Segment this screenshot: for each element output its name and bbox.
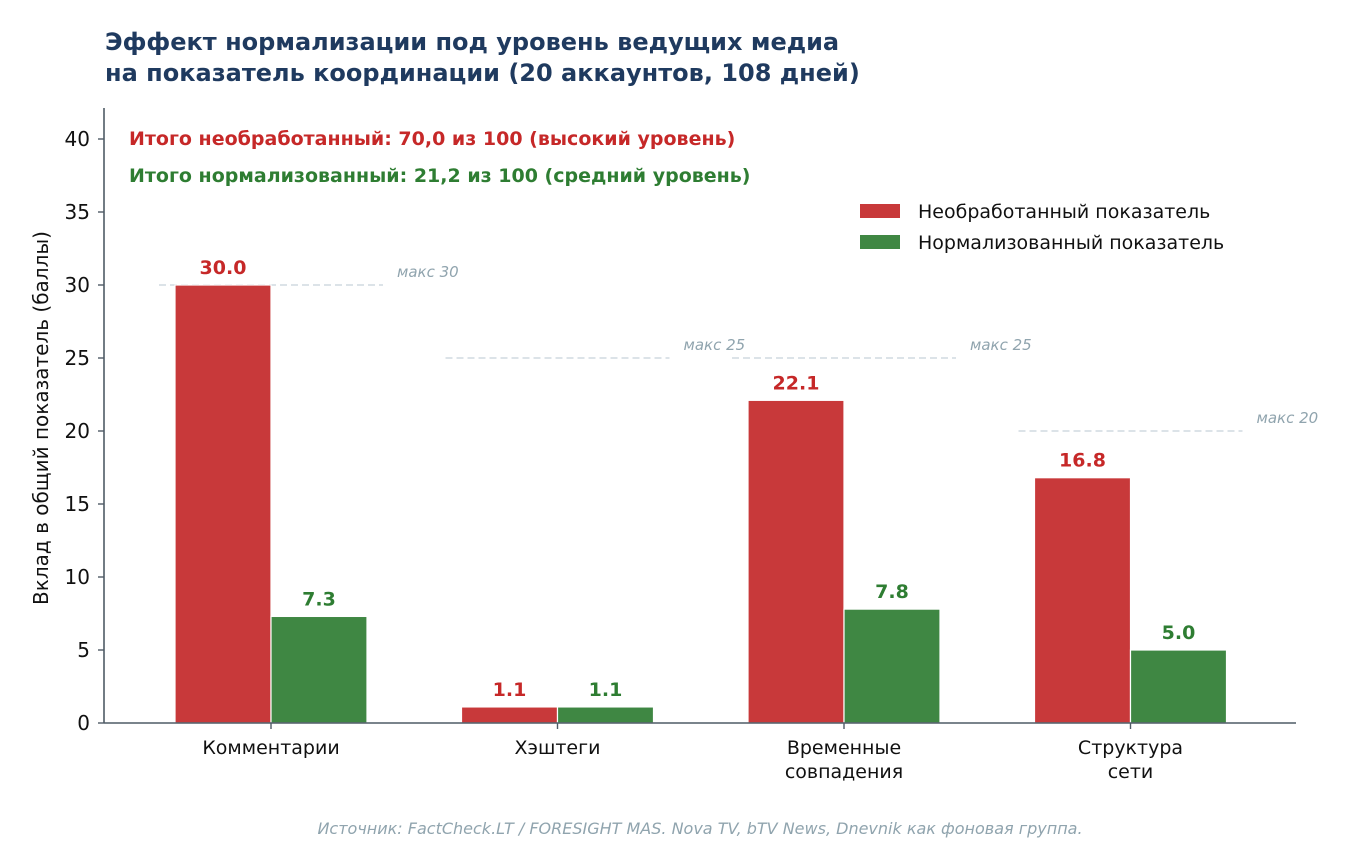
data-label: 16.8 (1059, 450, 1106, 472)
y-tick-label: 0 (77, 711, 90, 735)
chart-title-line-1: Эффект нормализации под уровень ведущих … (105, 28, 839, 56)
y-tick-label: 30 (65, 273, 90, 297)
source-note: Источник: FactCheck.LT / FORESIGHT MAS. … (317, 819, 1082, 838)
y-tick-label: 40 (65, 127, 90, 151)
data-label: 5.0 (1162, 622, 1196, 644)
data-label: 7.8 (875, 581, 909, 603)
max-label: макс 30 (397, 263, 459, 281)
x-tick-label: Временные (787, 737, 901, 759)
bar-normalized (1129, 649, 1228, 724)
data-label: 1.1 (493, 679, 527, 701)
x-tick-label: сети (1108, 761, 1154, 783)
legend-swatch-normalized (860, 235, 900, 249)
y-axis-label: Вклад в общий показатель (баллы) (29, 231, 53, 605)
total-norm-annotation: Итого нормализованный: 21,2 из 100 (сред… (129, 165, 750, 187)
plot-area: макс 30 макс 25 макс 25 макс 20 30.0 1.1 22.1 1… (65, 108, 1319, 783)
x-tick-label: Комментарии (202, 737, 339, 759)
bar-raw (174, 284, 272, 724)
legend-label-normalized: Нормализованный показатель (918, 232, 1224, 254)
bar-raw (747, 399, 845, 724)
data-label: 22.1 (773, 372, 820, 394)
bar-raw (460, 706, 559, 724)
x-tick-label: Хэштеги (515, 737, 601, 759)
legend: Необработанный показатель Нормализованны… (860, 201, 1224, 254)
y-tick-label: 10 (65, 565, 90, 589)
total-raw-annotation: Итого необработанный: 70,0 из 100 (высок… (129, 128, 735, 150)
y-tick-label: 25 (65, 346, 90, 370)
data-label: 30.0 (200, 257, 247, 279)
chart-title-line-2: на показатель координации (20 аккаунтов,… (105, 59, 860, 87)
bar-normalized (270, 615, 368, 724)
data-label: 1.1 (589, 679, 623, 701)
bar-normalized (843, 608, 941, 724)
data-label: 7.3 (302, 588, 336, 610)
x-tick-label: совпадения (785, 761, 903, 783)
y-tick-label: 5 (77, 638, 90, 662)
bar-normalized (556, 706, 655, 724)
max-label: макс 25 (970, 336, 1032, 354)
y-tick-label: 35 (65, 200, 90, 224)
max-label: макс 25 (684, 336, 746, 354)
y-tick-label: 15 (65, 492, 90, 516)
legend-label-raw: Необработанный показатель (918, 201, 1210, 223)
legend-swatch-raw (860, 204, 900, 218)
max-label: макс 20 (1257, 409, 1319, 427)
y-tick-label: 20 (65, 419, 90, 443)
x-tick-label: Структура (1078, 737, 1183, 759)
bar-raw (1033, 477, 1132, 724)
